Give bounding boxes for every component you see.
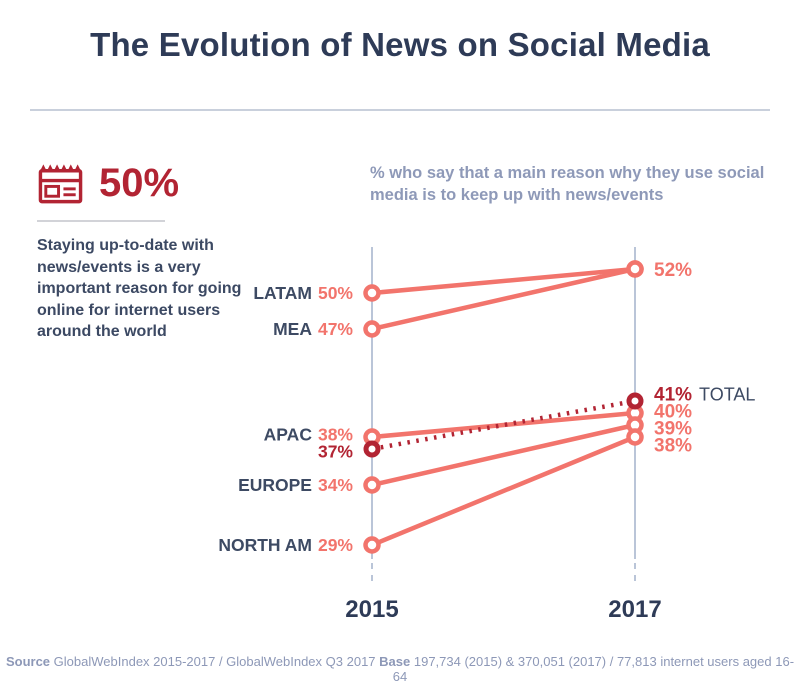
right-label-apac: 40% [654, 402, 692, 423]
source-note: Source GlobalWebIndex 2015-2017 / Global… [0, 654, 800, 684]
point-total-2015 [363, 440, 381, 458]
title-divider [30, 109, 770, 111]
line-latam [371, 266, 636, 296]
key-stat-description: Staying up-to-date with news/events is a… [37, 237, 242, 340]
point-north-am-2015 [363, 536, 381, 554]
key-stat-divider [37, 220, 165, 222]
right-label-north-am: 38% [654, 436, 692, 457]
left-label-europe: EUROPE 34% [238, 475, 353, 495]
chart-subtitle: % who say that a main reason why they us… [370, 164, 765, 204]
page-title: The Evolution of News on Social Media [90, 26, 710, 63]
right-label-europe: 39% [654, 419, 692, 440]
x-label-2015: 2015 [345, 596, 398, 623]
footer-source-text: GlobalWebIndex 2015-2017 / GlobalWebInde… [53, 654, 376, 669]
key-stat-value: 50% [99, 161, 180, 205]
point-latam-2015 [363, 284, 381, 302]
left-label-latam: LATAM 50% [253, 283, 353, 303]
line-north-am [371, 434, 636, 548]
right-label-total: 41% TOTAL [654, 385, 755, 406]
right-label-latam: 52% [654, 260, 692, 281]
point-mea-2015 [363, 320, 381, 338]
footer-source-label: Source [5, 654, 51, 669]
point-north-am-2017 [626, 428, 644, 446]
line-europe [371, 422, 636, 488]
x-label-2017: 2017 [608, 596, 661, 623]
point-total-2017 [626, 392, 644, 410]
footer-base-text: 197,734 (2015) & 370,051 (2017) / 77,813… [392, 654, 795, 684]
left-label-mea: MEA 47% [273, 319, 353, 339]
footer-base-label: Base [379, 654, 411, 669]
point-europe-2015 [363, 476, 381, 494]
newspaper-icon [37, 161, 84, 205]
point-mea-2017 [626, 260, 644, 278]
line-mea [371, 266, 636, 332]
key-stat-panel: 50% Staying up-to-date with news/events … [37, 161, 247, 343]
line-apac [371, 410, 636, 440]
left-label-apac: APAC 38% [264, 425, 354, 445]
left-label-north-am: NORTH AM 29% [218, 535, 353, 555]
left-label-total: 37% [318, 442, 353, 462]
key-stat-row: 50% [37, 161, 247, 205]
